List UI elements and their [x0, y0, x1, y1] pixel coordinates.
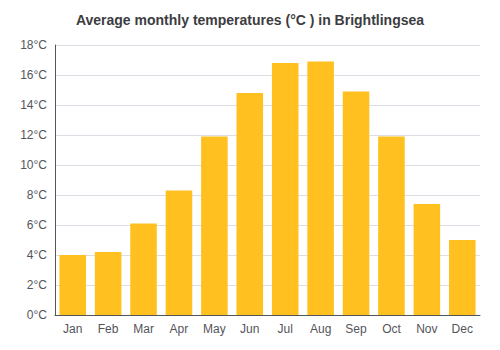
- svg-text:Oct: Oct: [382, 322, 401, 336]
- svg-text:Dec: Dec: [452, 322, 473, 336]
- svg-text:4°C: 4°C: [27, 248, 47, 262]
- svg-text:2°C: 2°C: [27, 278, 47, 292]
- svg-text:Nov: Nov: [416, 322, 437, 336]
- svg-text:8°C: 8°C: [27, 188, 47, 202]
- svg-text:Feb: Feb: [98, 322, 119, 336]
- svg-text:18°C: 18°C: [20, 38, 47, 52]
- svg-text:14°C: 14°C: [20, 98, 47, 112]
- svg-text:Average monthly temperatures (: Average monthly temperatures (°C ) in Br…: [76, 12, 424, 28]
- svg-text:Jan: Jan: [63, 322, 82, 336]
- svg-text:Apr: Apr: [170, 322, 189, 336]
- svg-text:Sep: Sep: [345, 322, 367, 336]
- svg-text:10°C: 10°C: [20, 158, 47, 172]
- svg-text:16°C: 16°C: [20, 68, 47, 82]
- svg-text:Aug: Aug: [310, 322, 331, 336]
- svg-text:6°C: 6°C: [27, 218, 47, 232]
- svg-text:0°C: 0°C: [27, 308, 47, 322]
- svg-text:Jun: Jun: [240, 322, 259, 336]
- svg-text:May: May: [203, 322, 226, 336]
- svg-text:Mar: Mar: [133, 322, 154, 336]
- svg-text:Jul: Jul: [278, 322, 293, 336]
- svg-text:12°C: 12°C: [20, 128, 47, 142]
